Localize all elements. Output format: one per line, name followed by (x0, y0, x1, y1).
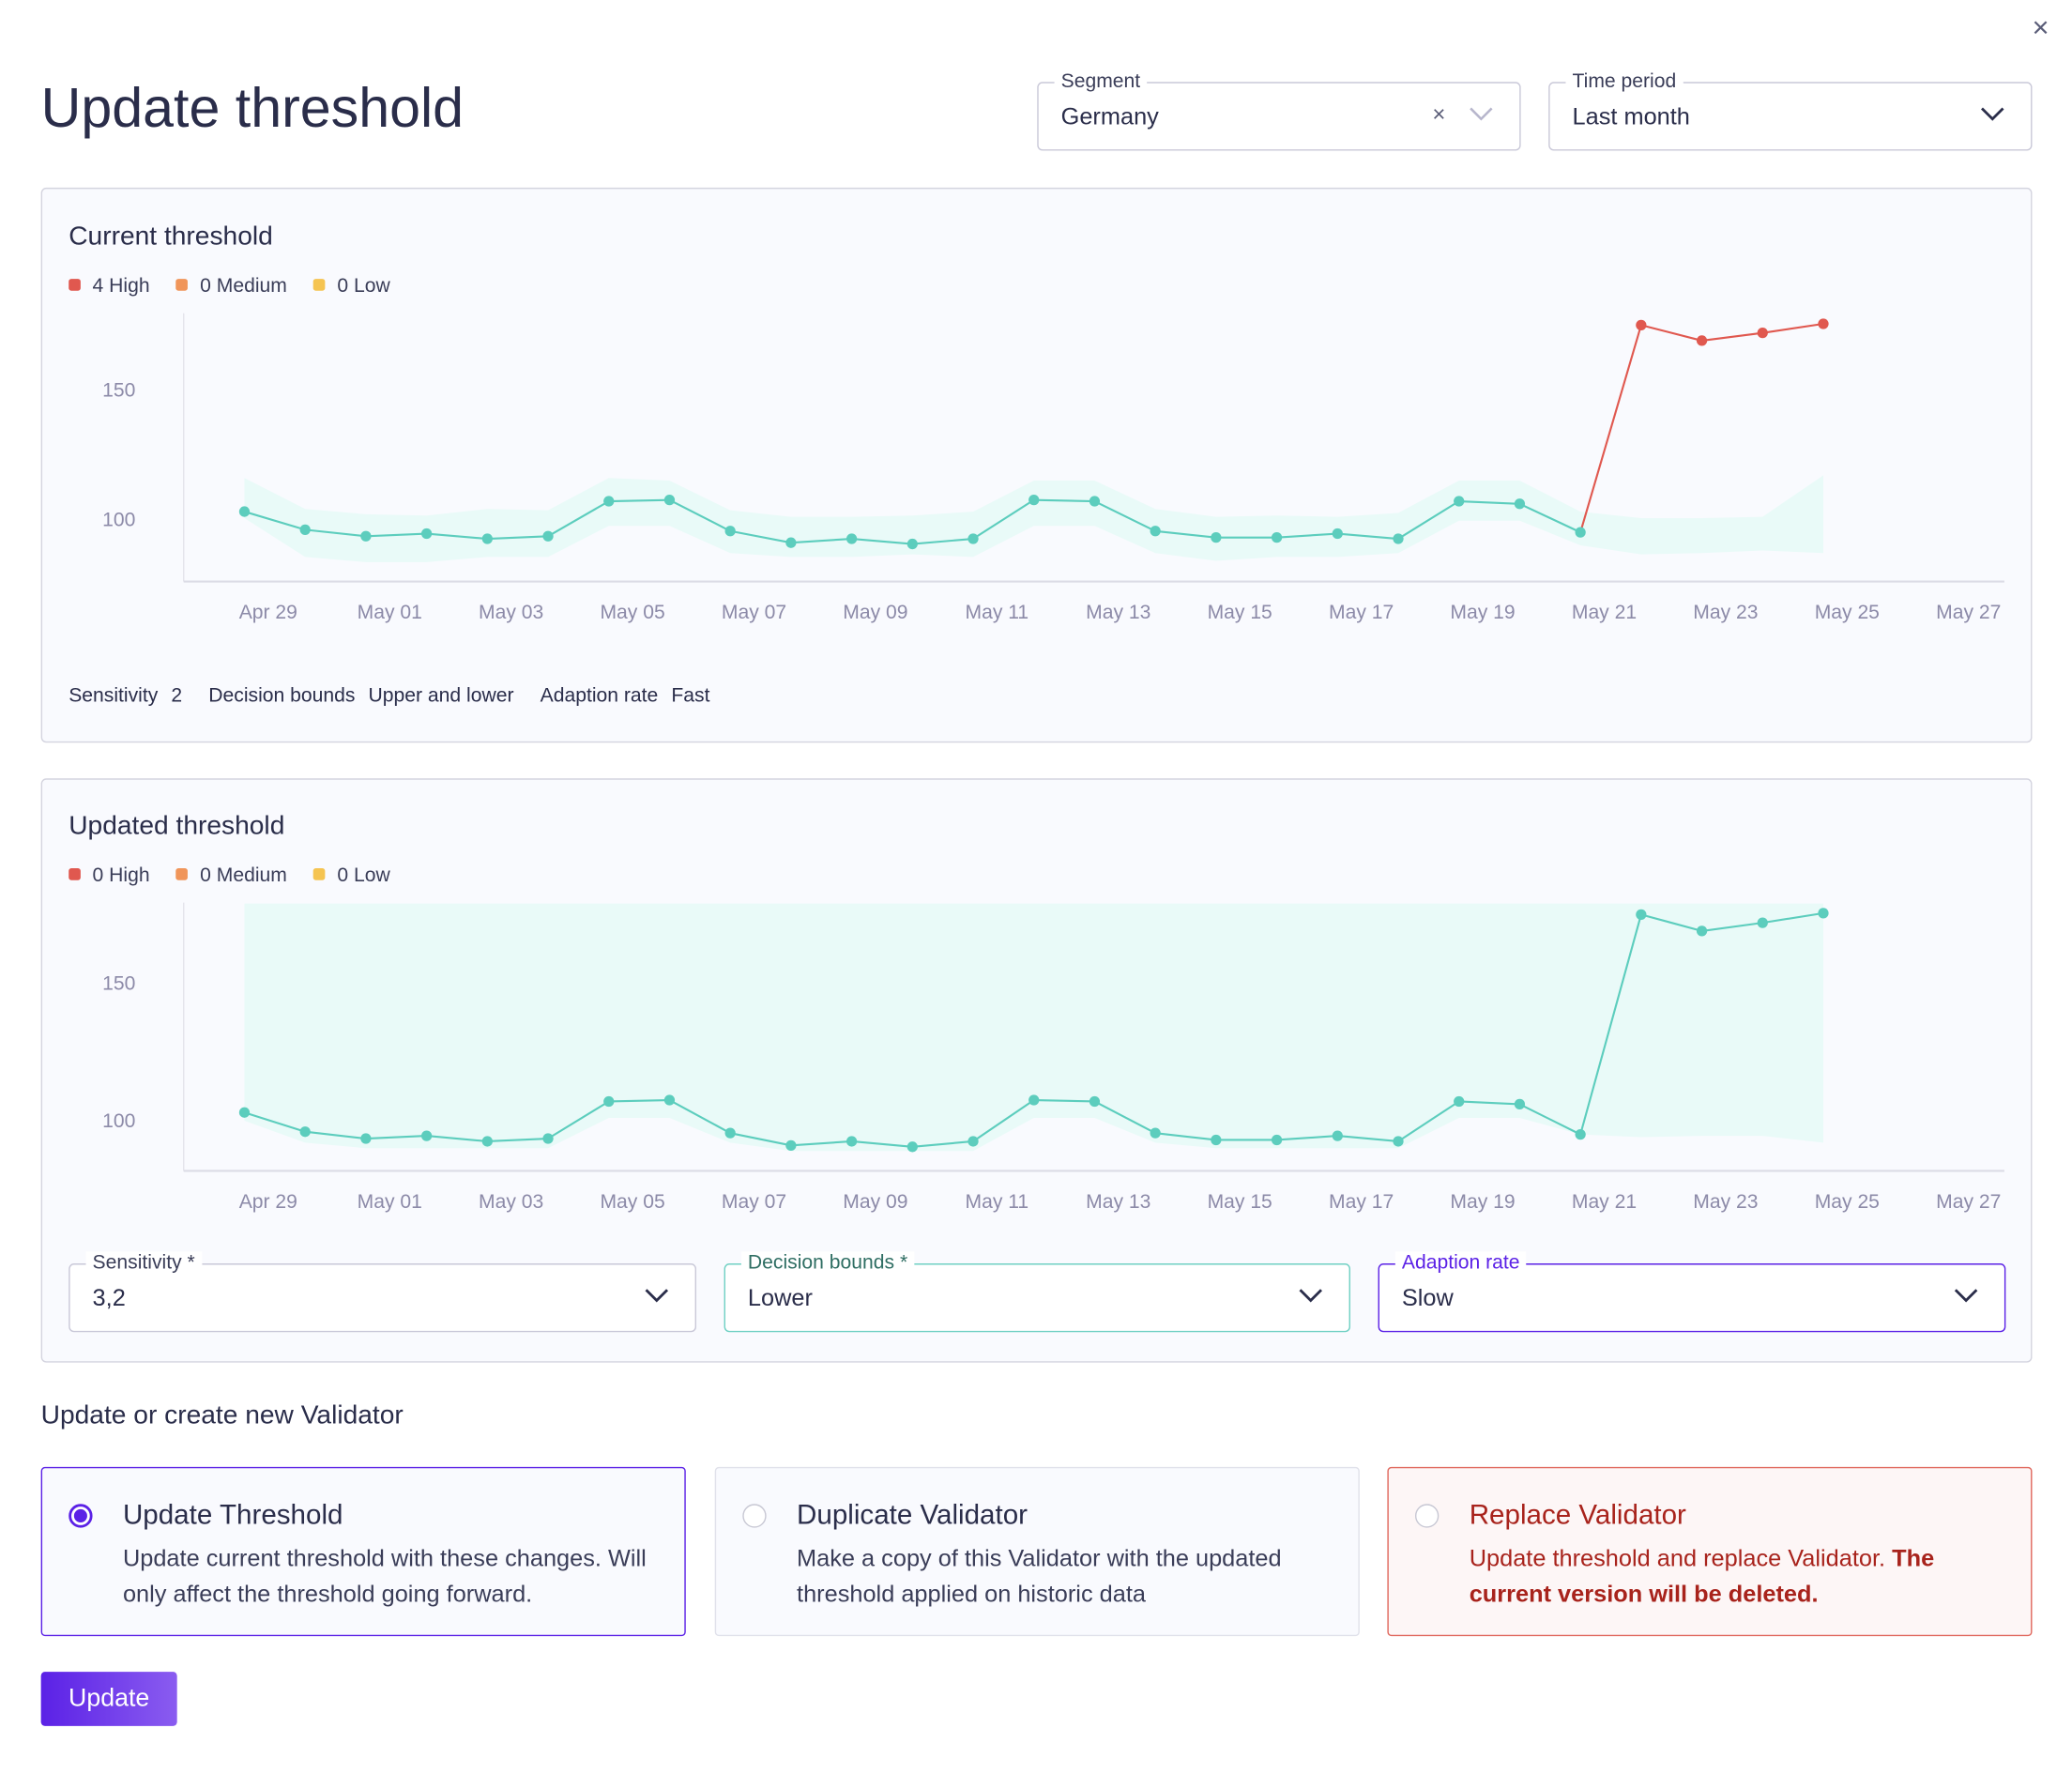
clear-icon[interactable]: × (1432, 101, 1446, 128)
decision-bounds-field-label: Decision bounds * (740, 1251, 915, 1275)
chevron-down-icon[interactable] (1296, 1280, 1325, 1309)
option-title: Update Threshold (122, 1500, 343, 1531)
updated-legend: 0 High 0 Medium 0 Low (69, 864, 390, 887)
option-warning-text: The current version will be deleted. (1469, 1544, 1935, 1608)
option-title: Duplicate Validator (797, 1500, 1028, 1531)
bounds-label: Decision bounds (208, 684, 356, 708)
legend-medium: 0 Medium (175, 864, 287, 887)
legend-medium: 0 Medium (175, 275, 287, 298)
option-update-threshold[interactable]: Update Threshold Update current threshol… (40, 1466, 686, 1637)
current-threshold-panel: Current threshold 4 High 0 Medium 0 Low … (40, 187, 2033, 743)
sensitivity-field-label: Sensitivity * (85, 1251, 202, 1275)
updated-threshold-title: Updated threshold (69, 811, 285, 841)
option-duplicate-validator[interactable]: Duplicate Validator Make a copy of this … (714, 1466, 1360, 1637)
current-params: Sensitivity 2 Decision bounds Upper and … (69, 684, 709, 707)
update-button[interactable]: Update (40, 1672, 177, 1726)
legend-high: 4 High (69, 275, 150, 298)
option-description: Make a copy of this Validator with the u… (797, 1544, 1282, 1608)
decision-bounds-field-value: Lower (747, 1284, 813, 1311)
adaption-rate-select[interactable]: Adaption rate Slow (1378, 1251, 2006, 1333)
sensitivity-label: Sensitivity (69, 684, 159, 708)
legend-low: 0 Low (313, 275, 390, 298)
page-title: Update threshold (40, 76, 465, 139)
chevron-down-icon[interactable] (642, 1280, 671, 1309)
option-description: Update threshold and replace Validator. … (1470, 1541, 2011, 1613)
radio-unselected[interactable] (742, 1504, 767, 1528)
segment-select[interactable]: Segment Germany × (1037, 69, 1521, 151)
option-replace-validator[interactable]: Replace Validator Update threshold and r… (1387, 1466, 2033, 1637)
chevron-down-icon[interactable] (1467, 99, 1496, 129)
time-period-value: Last month (1572, 102, 1690, 130)
legend-high: 0 High (69, 864, 150, 887)
option-title: Replace Validator (1469, 1500, 1686, 1531)
chevron-down-icon[interactable] (1978, 99, 2007, 129)
current-legend: 4 High 0 Medium 0 Low (69, 275, 390, 298)
segment-value: Germany (1060, 102, 1159, 130)
rate-label: Adaption rate (540, 684, 659, 708)
sensitivity-value: 2 (171, 684, 183, 708)
decision-bounds-select[interactable]: Decision bounds * Lower (724, 1251, 1350, 1333)
adaption-rate-field-value: Slow (1401, 1284, 1454, 1311)
validator-section-heading: Update or create new Validator (40, 1400, 404, 1430)
bounds-value: Upper and lower (368, 684, 514, 708)
sensitivity-field-value: 3,2 (92, 1284, 126, 1311)
adaption-rate-field-label: Adaption rate (1394, 1251, 1527, 1275)
radio-selected[interactable] (69, 1504, 93, 1528)
current-threshold-title: Current threshold (69, 222, 273, 252)
chevron-down-icon[interactable] (1952, 1280, 1981, 1309)
sensitivity-select[interactable]: Sensitivity * 3,2 (69, 1251, 697, 1333)
radio-unselected[interactable] (1414, 1504, 1440, 1528)
time-period-label: Time period (1565, 69, 1684, 93)
option-description: Update current threshold with these chan… (122, 1544, 647, 1608)
segment-label: Segment (1054, 69, 1148, 93)
legend-low: 0 Low (313, 864, 390, 887)
rate-value: Fast (671, 684, 710, 708)
close-icon[interactable]: × (2032, 10, 2049, 44)
option-description-text: Update threshold and replace Validator. (1469, 1544, 1886, 1572)
time-period-select[interactable]: Time period Last month (1548, 69, 2033, 151)
